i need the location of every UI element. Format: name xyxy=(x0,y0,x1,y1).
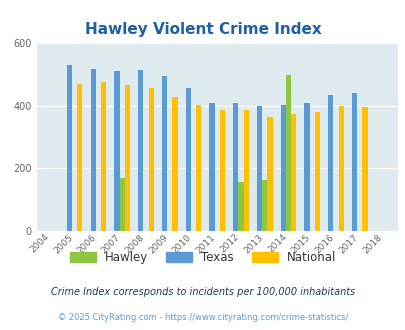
Bar xyxy=(351,93,356,231)
Bar xyxy=(162,76,166,231)
Bar xyxy=(172,96,177,231)
Bar xyxy=(77,84,82,231)
Bar xyxy=(219,110,224,231)
Bar xyxy=(280,105,285,231)
Bar xyxy=(148,88,153,231)
Bar xyxy=(262,180,267,231)
Bar xyxy=(196,105,201,231)
Bar xyxy=(101,82,106,231)
Bar xyxy=(232,103,238,231)
Bar xyxy=(338,106,343,231)
Text: Crime Index corresponds to incidents per 100,000 inhabitants: Crime Index corresponds to incidents per… xyxy=(51,287,354,297)
Text: © 2025 CityRating.com - https://www.cityrating.com/crime-statistics/: © 2025 CityRating.com - https://www.city… xyxy=(58,313,347,322)
Bar xyxy=(119,178,124,231)
Bar xyxy=(124,85,130,231)
Bar xyxy=(290,114,296,231)
Bar xyxy=(256,106,262,231)
Bar xyxy=(267,117,272,231)
Bar xyxy=(304,103,309,231)
Bar xyxy=(314,112,320,231)
Bar xyxy=(362,107,367,231)
Bar xyxy=(243,110,248,231)
Bar xyxy=(285,75,290,231)
Legend: Hawley, Texas, National: Hawley, Texas, National xyxy=(65,246,340,269)
Bar xyxy=(114,71,119,231)
Bar xyxy=(185,88,190,231)
Bar xyxy=(66,65,72,231)
Bar xyxy=(138,71,143,231)
Bar xyxy=(327,95,333,231)
Bar xyxy=(209,103,214,231)
Bar xyxy=(90,69,96,231)
Text: Hawley Violent Crime Index: Hawley Violent Crime Index xyxy=(84,22,321,37)
Bar xyxy=(238,182,243,231)
